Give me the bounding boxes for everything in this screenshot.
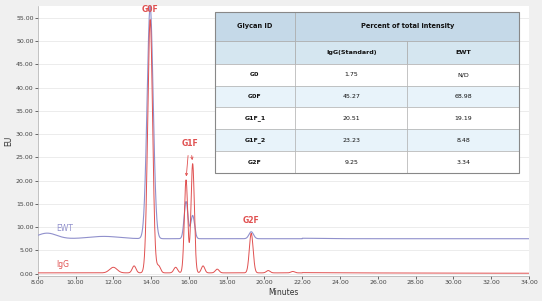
Y-axis label: EU: EU — [4, 136, 13, 146]
Text: EWT: EWT — [56, 224, 74, 233]
X-axis label: Minutes: Minutes — [268, 288, 299, 297]
Text: IgG: IgG — [56, 259, 69, 268]
Text: G0F: G0F — [142, 5, 158, 14]
Text: G1F: G1F — [182, 139, 198, 148]
Text: G2F: G2F — [243, 216, 260, 225]
